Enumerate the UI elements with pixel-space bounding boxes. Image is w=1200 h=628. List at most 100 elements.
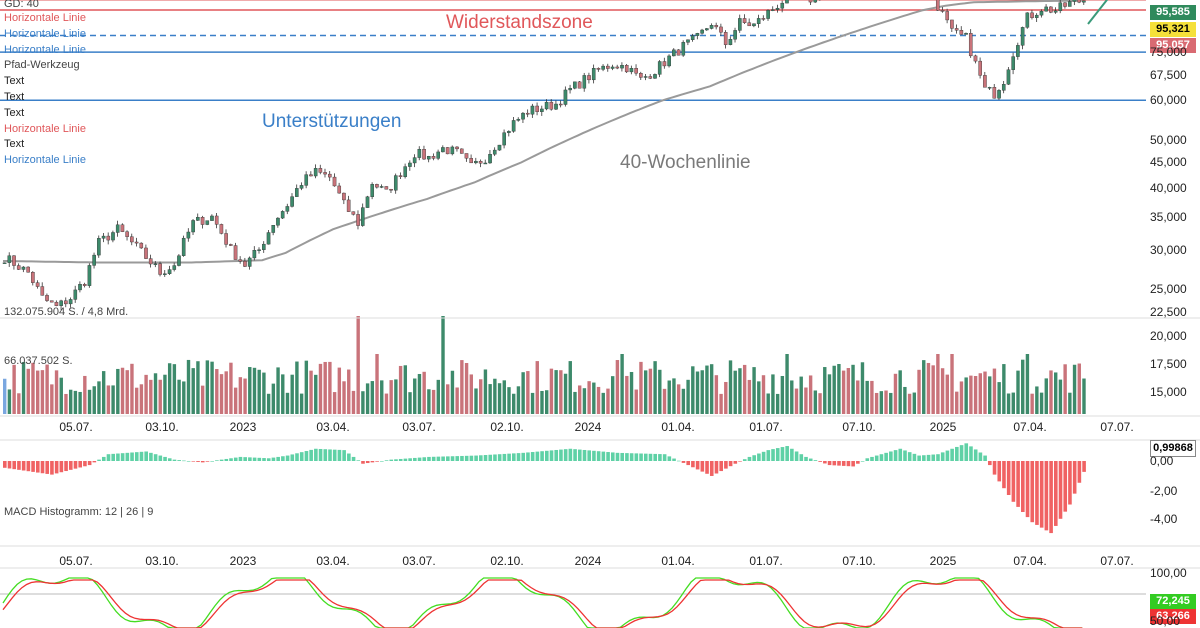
candle-body [238,259,243,262]
candle-body [954,28,959,31]
candle-body [681,42,686,56]
volume-bar [658,369,662,414]
ma40-path [3,0,1083,264]
volume-bar [304,360,309,414]
volume-bar [799,376,803,414]
macd-bar [205,461,210,462]
candle-body [398,175,403,177]
candle-body [295,188,299,197]
macd-bar [596,451,601,461]
macd-bar [248,457,252,461]
macd-bar [446,456,450,461]
y-tick: 67,500 [1150,67,1187,82]
candle-body [144,247,148,259]
macd-bar [615,452,620,461]
candle-body [309,174,313,177]
macd-bar [639,453,643,461]
candle-body [417,149,422,158]
macd-bar [59,461,64,473]
volume-bar [695,371,700,414]
macd-bar [252,457,257,461]
candle-body [422,149,426,160]
gd-label: GD: 40 [4,0,39,10]
candle-body [134,241,139,244]
candle-body [224,233,228,245]
volume-bar [912,392,917,414]
macd-bar [775,448,780,461]
candle-body [148,258,153,265]
candle-body [64,300,68,305]
macd-bar [73,461,78,469]
candle-body [441,147,445,153]
candle-body [1034,14,1039,18]
macd-bar [479,455,483,461]
volume-bar [808,375,813,414]
volume-bar [705,365,709,414]
volume-tick: 20,000 [1150,329,1187,343]
y-tick: 60,000 [1150,93,1187,108]
candle-body [1063,2,1067,7]
volume-bar [21,362,26,414]
macd-bar [573,449,577,461]
macd-bar [285,455,290,461]
volume-bar [1044,378,1048,414]
candle-body [276,217,280,226]
macd-bar [700,461,705,472]
volume-bar [111,385,115,414]
macd-bar [257,457,262,461]
macd-bar [568,448,573,461]
candle-body [1039,11,1044,16]
volume-bar [988,376,992,414]
macd-bar [804,456,808,461]
volume-bar [215,369,219,414]
volume-bar [903,386,907,414]
x-tick: 2024 [574,420,602,434]
candle-body [1082,0,1086,3]
volume-bar [1049,370,1053,414]
macd-bar [1021,461,1025,512]
volume-bar [592,382,596,414]
macd-bar [318,448,323,461]
macd-bar [790,448,794,461]
candle-body [601,65,605,70]
volume-bar [1025,354,1030,414]
candle-body [624,65,629,73]
volume-bar [676,384,681,414]
x-tick: 2025 [929,554,957,568]
candle-body [667,55,671,67]
macd-bar [111,453,115,461]
volume-bar [907,393,912,414]
candle-body [1049,6,1053,13]
volume-bar [691,366,695,414]
volume-bar [158,379,162,414]
price-badge-green: 95,585 [1150,5,1196,20]
macd-bar [926,454,931,461]
volume-bar [672,378,676,414]
macd-bar [1072,461,1077,494]
macd-bar [808,458,813,461]
candle-body [945,11,950,21]
stoch-fast-line [2,577,1083,628]
volume-bar [860,362,865,414]
volume-bar [625,375,629,414]
macd-bar [40,461,45,474]
candle-body [59,300,63,306]
candle-body [200,217,205,225]
macd-bar [1016,461,1020,507]
macd-bar [266,458,271,461]
candle-body [554,103,558,110]
volume-bar [931,365,935,414]
volume-bar [545,390,549,414]
volume-bar [780,375,785,414]
volume-bar [950,354,954,414]
candle-body [813,0,818,3]
candle-body [73,289,78,300]
macd-bar [200,461,205,463]
candle-body [35,282,40,287]
volume-bar [332,392,337,414]
volume-bar [870,380,874,414]
macd-bar [601,451,606,461]
stoch-badge-red: 63,266 [1150,609,1196,624]
candle-body [445,147,450,155]
volume-bar [403,365,408,414]
